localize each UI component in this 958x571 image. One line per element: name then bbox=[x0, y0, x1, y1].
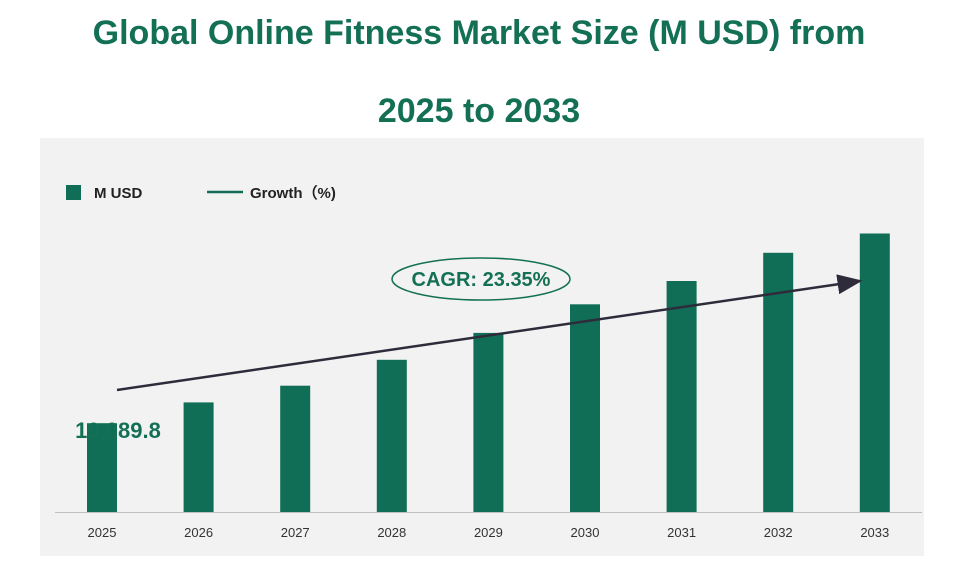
x-tick-label-2030: 2030 bbox=[571, 525, 600, 540]
cagr-ellipse bbox=[391, 257, 571, 301]
chart-title-line-1: Global Online Fitness Market Size (M USD… bbox=[92, 14, 866, 52]
bar-2033 bbox=[859, 233, 890, 512]
x-tick-label-2031: 2031 bbox=[667, 525, 696, 540]
bar-2027 bbox=[280, 385, 311, 512]
bar-2029 bbox=[473, 332, 504, 512]
legend-bar-swatch bbox=[66, 185, 81, 200]
x-tick-label-2027: 2027 bbox=[281, 525, 310, 540]
bar-2028 bbox=[376, 359, 407, 512]
x-tick-label-2029: 2029 bbox=[474, 525, 503, 540]
bar-2031 bbox=[666, 281, 697, 512]
bar-2026 bbox=[183, 402, 214, 512]
legend-bar-label: M USD bbox=[94, 185, 143, 202]
x-tick-label-2032: 2032 bbox=[764, 525, 793, 540]
bar-2025 bbox=[87, 423, 117, 512]
chart-title-line-2: 2025 to 2033 bbox=[377, 92, 581, 130]
x-tick-label-2025: 2025 bbox=[88, 525, 117, 540]
data-label-2025: 10,089.8 bbox=[75, 418, 161, 443]
x-tick-label-2028: 2028 bbox=[377, 525, 406, 540]
bar-2030 bbox=[570, 304, 600, 512]
bar-2032 bbox=[763, 252, 794, 513]
legend-line-label: Growth（%) bbox=[250, 184, 336, 202]
x-tick-label-2033: 2033 bbox=[860, 525, 889, 540]
cagr-trend-arrow bbox=[116, 274, 863, 392]
x-tick-label-2026: 2026 bbox=[184, 525, 213, 540]
x-tick-labels: 2025 2026 2027 2028 2029 2030 2031 2032 2033 bbox=[88, 525, 890, 540]
cagr-label: CAGR: 23.35% bbox=[412, 269, 551, 291]
bars-group bbox=[87, 233, 890, 513]
